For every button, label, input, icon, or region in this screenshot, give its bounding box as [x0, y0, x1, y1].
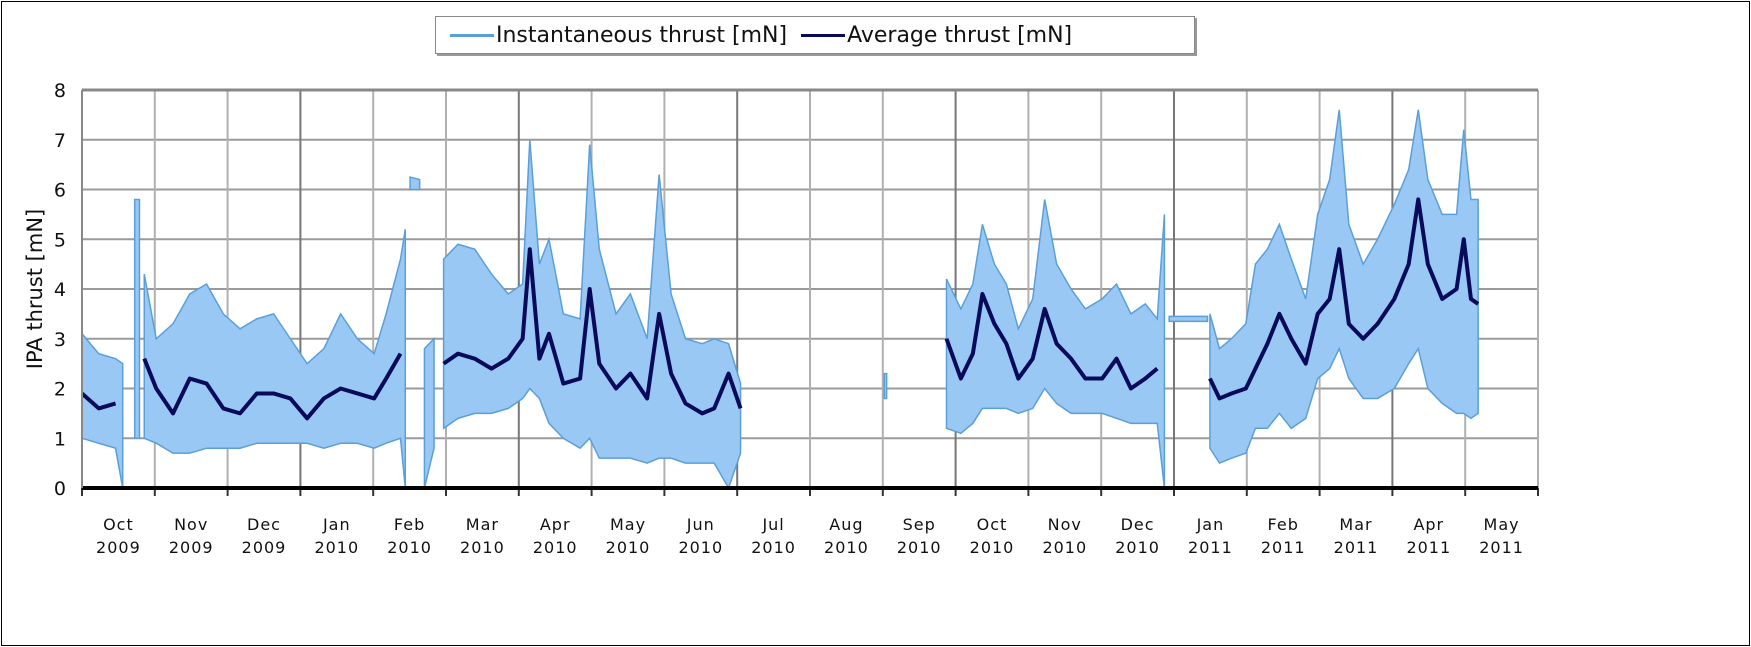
x-tick-label-year: 2010: [678, 538, 723, 557]
instantaneous-thrust-band: [81, 331, 124, 489]
x-tick-label-year: 2010: [1115, 538, 1160, 557]
average-thrust-line: [142, 352, 403, 421]
x-tick-label-year: 2011: [1188, 538, 1233, 557]
legend-swatch-average: [801, 33, 846, 37]
axes: 0 1 2 3 4 5 6 7 8 Oct 2009 Nov 2009 Dec 2009 Jan 2010 Feb…: [54, 80, 1539, 557]
x-tick-label-month: Dec: [1121, 515, 1155, 534]
x-tick-label-year: 2009: [96, 538, 141, 557]
x-tick-label-month: May: [610, 515, 646, 534]
x-tick-label-month: Dec: [247, 515, 281, 534]
x-tick-label-year: 2010: [970, 538, 1015, 557]
y-tick-label: 5: [54, 229, 66, 251]
legend-swatch-instantaneous: [450, 33, 494, 37]
y-tick-label: 2: [54, 379, 66, 401]
x-tick-label-month: May: [1484, 515, 1520, 534]
x-tick-label-month: Sep: [903, 515, 936, 534]
instantaneous-thrust-band: [409, 176, 421, 191]
instantaneous-thrust-band: [1168, 315, 1209, 323]
x-tick-label-month: Nov: [1048, 515, 1082, 534]
x-tick-label-month: Jan: [1196, 515, 1225, 534]
instantaneous-thrust-band: [143, 229, 407, 489]
x-tick-label-year: 2011: [1261, 538, 1306, 557]
x-tick-label-year: 2010: [897, 538, 942, 557]
instantaneous-thrust-series: [81, 109, 1479, 490]
average-thrust-line: [80, 391, 117, 411]
y-axis-label: IPA thrust [mN]: [23, 209, 47, 369]
x-tick-label-month: Aug: [829, 515, 863, 534]
x-tick-label-month: Feb: [394, 515, 425, 534]
x-tick-label-month: Oct: [977, 515, 1008, 534]
x-tick-label-year: 2010: [1042, 538, 1087, 557]
y-tick-label: 1: [54, 428, 66, 450]
y-tick-label: 3: [54, 329, 66, 351]
x-tick-label-year: 2010: [824, 538, 869, 557]
x-tick-label-year: 2009: [169, 538, 214, 557]
y-tick-label: 6: [54, 180, 66, 202]
y-tick-label: 7: [54, 130, 66, 152]
legend-item-instantaneous: Instantaneous thrust [mN]: [450, 23, 787, 48]
instantaneous-thrust-band: [133, 198, 141, 439]
average-thrust-line: [1208, 197, 1480, 401]
x-tick-label-year: 2010: [387, 538, 432, 557]
instantaneous-thrust-band: [423, 336, 435, 489]
legend: Instantaneous thrust [mN] Average thrust…: [435, 16, 1195, 54]
instantaneous-thrust-band: [883, 372, 888, 400]
average-thrust-line: [442, 247, 743, 416]
x-tick-label-year: 2010: [314, 538, 359, 557]
legend-label-average: Average thrust [mN]: [847, 22, 1073, 48]
average-thrust-series: [80, 197, 1480, 421]
x-tick-label-year: 2010: [533, 538, 578, 557]
x-tick-label-year: 2010: [460, 538, 505, 557]
x-tick-label-month: Nov: [174, 515, 208, 534]
average-thrust-line: [944, 291, 1159, 391]
x-tick-label-month: Oct: [103, 515, 134, 534]
x-tick-label-year: 2010: [751, 538, 796, 557]
x-tick-label-month: Apr: [540, 515, 571, 534]
x-tick-label-year: 2010: [606, 538, 651, 557]
legend-label-instantaneous: Instantaneous thrust [mN]: [496, 22, 788, 48]
x-tick-label-month: Apr: [1413, 515, 1444, 534]
x-tick-label-year: 2011: [1479, 538, 1524, 557]
x-tick-label-month: Jan: [322, 515, 351, 534]
legend-item-average: Average thrust [mN]: [801, 23, 1072, 48]
x-tick-label-month: Mar: [466, 515, 499, 534]
x-tick-label-month: Jun: [686, 515, 715, 534]
x-tick-label-month: Mar: [1339, 515, 1372, 534]
y-tick-label: 0: [54, 478, 66, 500]
x-tick-label-year: 2009: [242, 538, 287, 557]
x-tick-label-month: Feb: [1268, 515, 1299, 534]
y-tick-label: 4: [54, 279, 66, 301]
x-tick-label-month: Jul: [761, 515, 784, 534]
y-tick-label: 8: [54, 80, 66, 102]
x-tick-label-year: 2011: [1334, 538, 1379, 557]
x-tick-label-year: 2011: [1406, 538, 1451, 557]
